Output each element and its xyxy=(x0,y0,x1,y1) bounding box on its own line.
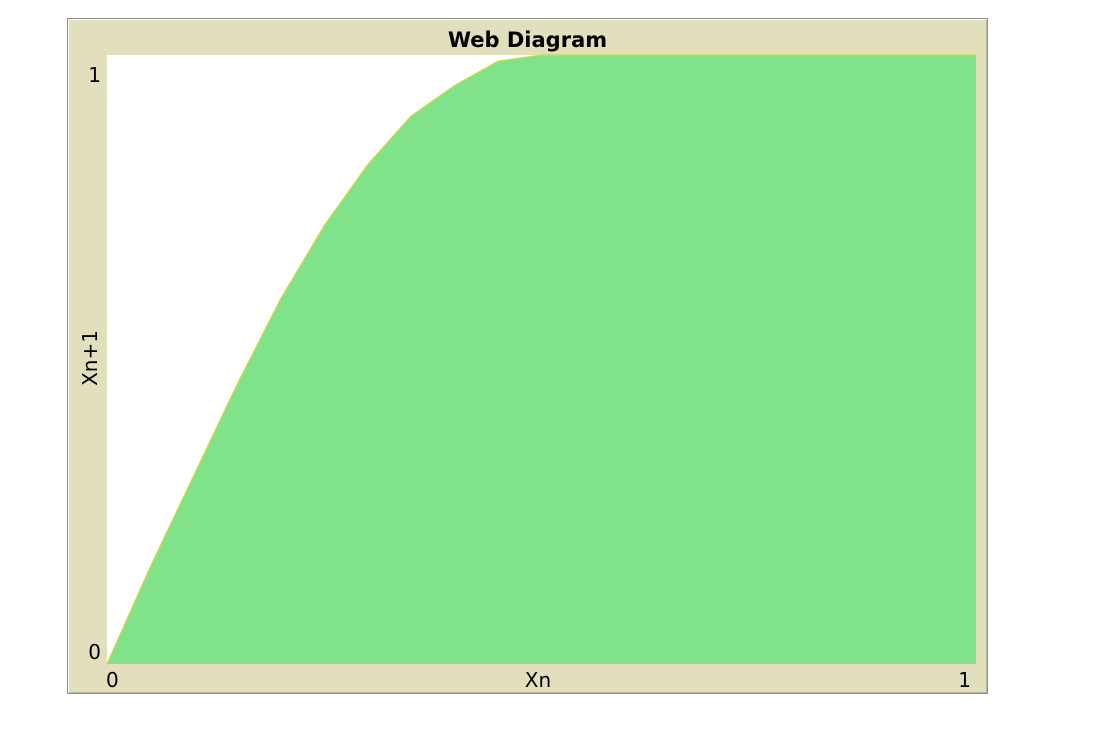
series-layer xyxy=(106,54,976,665)
y-tick-label-min: 0 xyxy=(88,640,101,664)
plot-title: Web Diagram xyxy=(447,28,608,52)
series-line-0 xyxy=(106,54,976,665)
x-axis-label: Xn xyxy=(525,668,551,692)
series-area-0 xyxy=(107,55,976,664)
plot-widget: Web Diagram 1 0 0 1 Xn Xn+1 xyxy=(67,18,988,694)
y-tick-label-max: 1 xyxy=(88,63,101,87)
y-axis-label: Xn+1 xyxy=(78,330,102,386)
x-tick-label-max: 1 xyxy=(958,668,971,692)
x-tick-label-min: 0 xyxy=(106,668,119,692)
web-diagram-chart: 1 0 0 1 Xn Xn+1 xyxy=(78,54,976,692)
label-layer: 1 0 0 1 Xn Xn+1 xyxy=(78,63,971,692)
